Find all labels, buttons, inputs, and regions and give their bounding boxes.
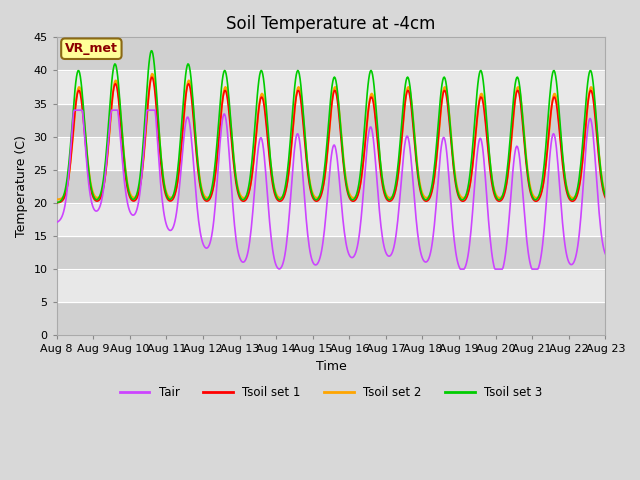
Line: Tsoil set 1: Tsoil set 1 [57,77,605,203]
Line: Tsoil set 2: Tsoil set 2 [57,74,605,200]
Tsoil set 2 [602,191,609,196]
Tair [63,192,70,197]
Tsoil set 3 [147,48,155,54]
Tair [602,251,609,257]
Tsoil set 2 [176,163,184,169]
Tsoil set 2 [53,197,61,203]
Tsoil set 1 [148,74,156,80]
Title: Soil Temperature at -4cm: Soil Temperature at -4cm [227,15,436,33]
Bar [57,236,605,269]
Tsoil set 2 [148,71,156,77]
Bar [57,37,605,71]
Bar [57,137,605,170]
Tsoil set 3 [415,173,422,179]
Tsoil set 1 [53,200,61,205]
Tsoil set 2 [119,143,127,148]
Tsoil set 3 [205,195,212,201]
Tair [53,219,61,225]
Line: Tsoil set 3: Tsoil set 3 [57,51,605,203]
X-axis label: Time: Time [316,360,346,373]
Bar [57,104,605,137]
Tair [205,244,212,250]
Tsoil set 1 [399,129,406,135]
Tsoil set 3 [63,179,70,185]
Y-axis label: Temperature (C): Temperature (C) [15,135,28,237]
Tsoil set 2 [399,130,406,136]
Tair [176,183,184,189]
Tair [70,108,78,113]
Tsoil set 3 [399,113,406,119]
Tsoil set 3 [176,148,184,154]
Tsoil set 3 [53,200,61,205]
Tsoil set 1 [63,187,70,193]
Tsoil set 3 [602,192,609,198]
Tsoil set 1 [205,198,212,204]
Bar [57,170,605,203]
Tsoil set 2 [415,171,422,177]
Legend: Tair, Tsoil set 1, Tsoil set 2, Tsoil set 3: Tair, Tsoil set 1, Tsoil set 2, Tsoil se… [115,382,547,404]
Bar [57,269,605,302]
Tair [456,266,464,272]
Tsoil set 1 [176,163,184,169]
Line: Tair: Tair [57,110,605,269]
Tsoil set 2 [205,194,212,200]
Bar [57,71,605,104]
Text: VR_met: VR_met [65,42,118,55]
Tsoil set 3 [119,142,127,147]
Tair [415,236,422,242]
Tair [399,166,406,171]
Tsoil set 1 [415,177,422,182]
Bar [57,302,605,336]
Tsoil set 2 [63,185,70,191]
Tsoil set 1 [602,194,609,200]
Tsoil set 1 [119,150,127,156]
Bar [57,203,605,236]
Tair [120,174,128,180]
